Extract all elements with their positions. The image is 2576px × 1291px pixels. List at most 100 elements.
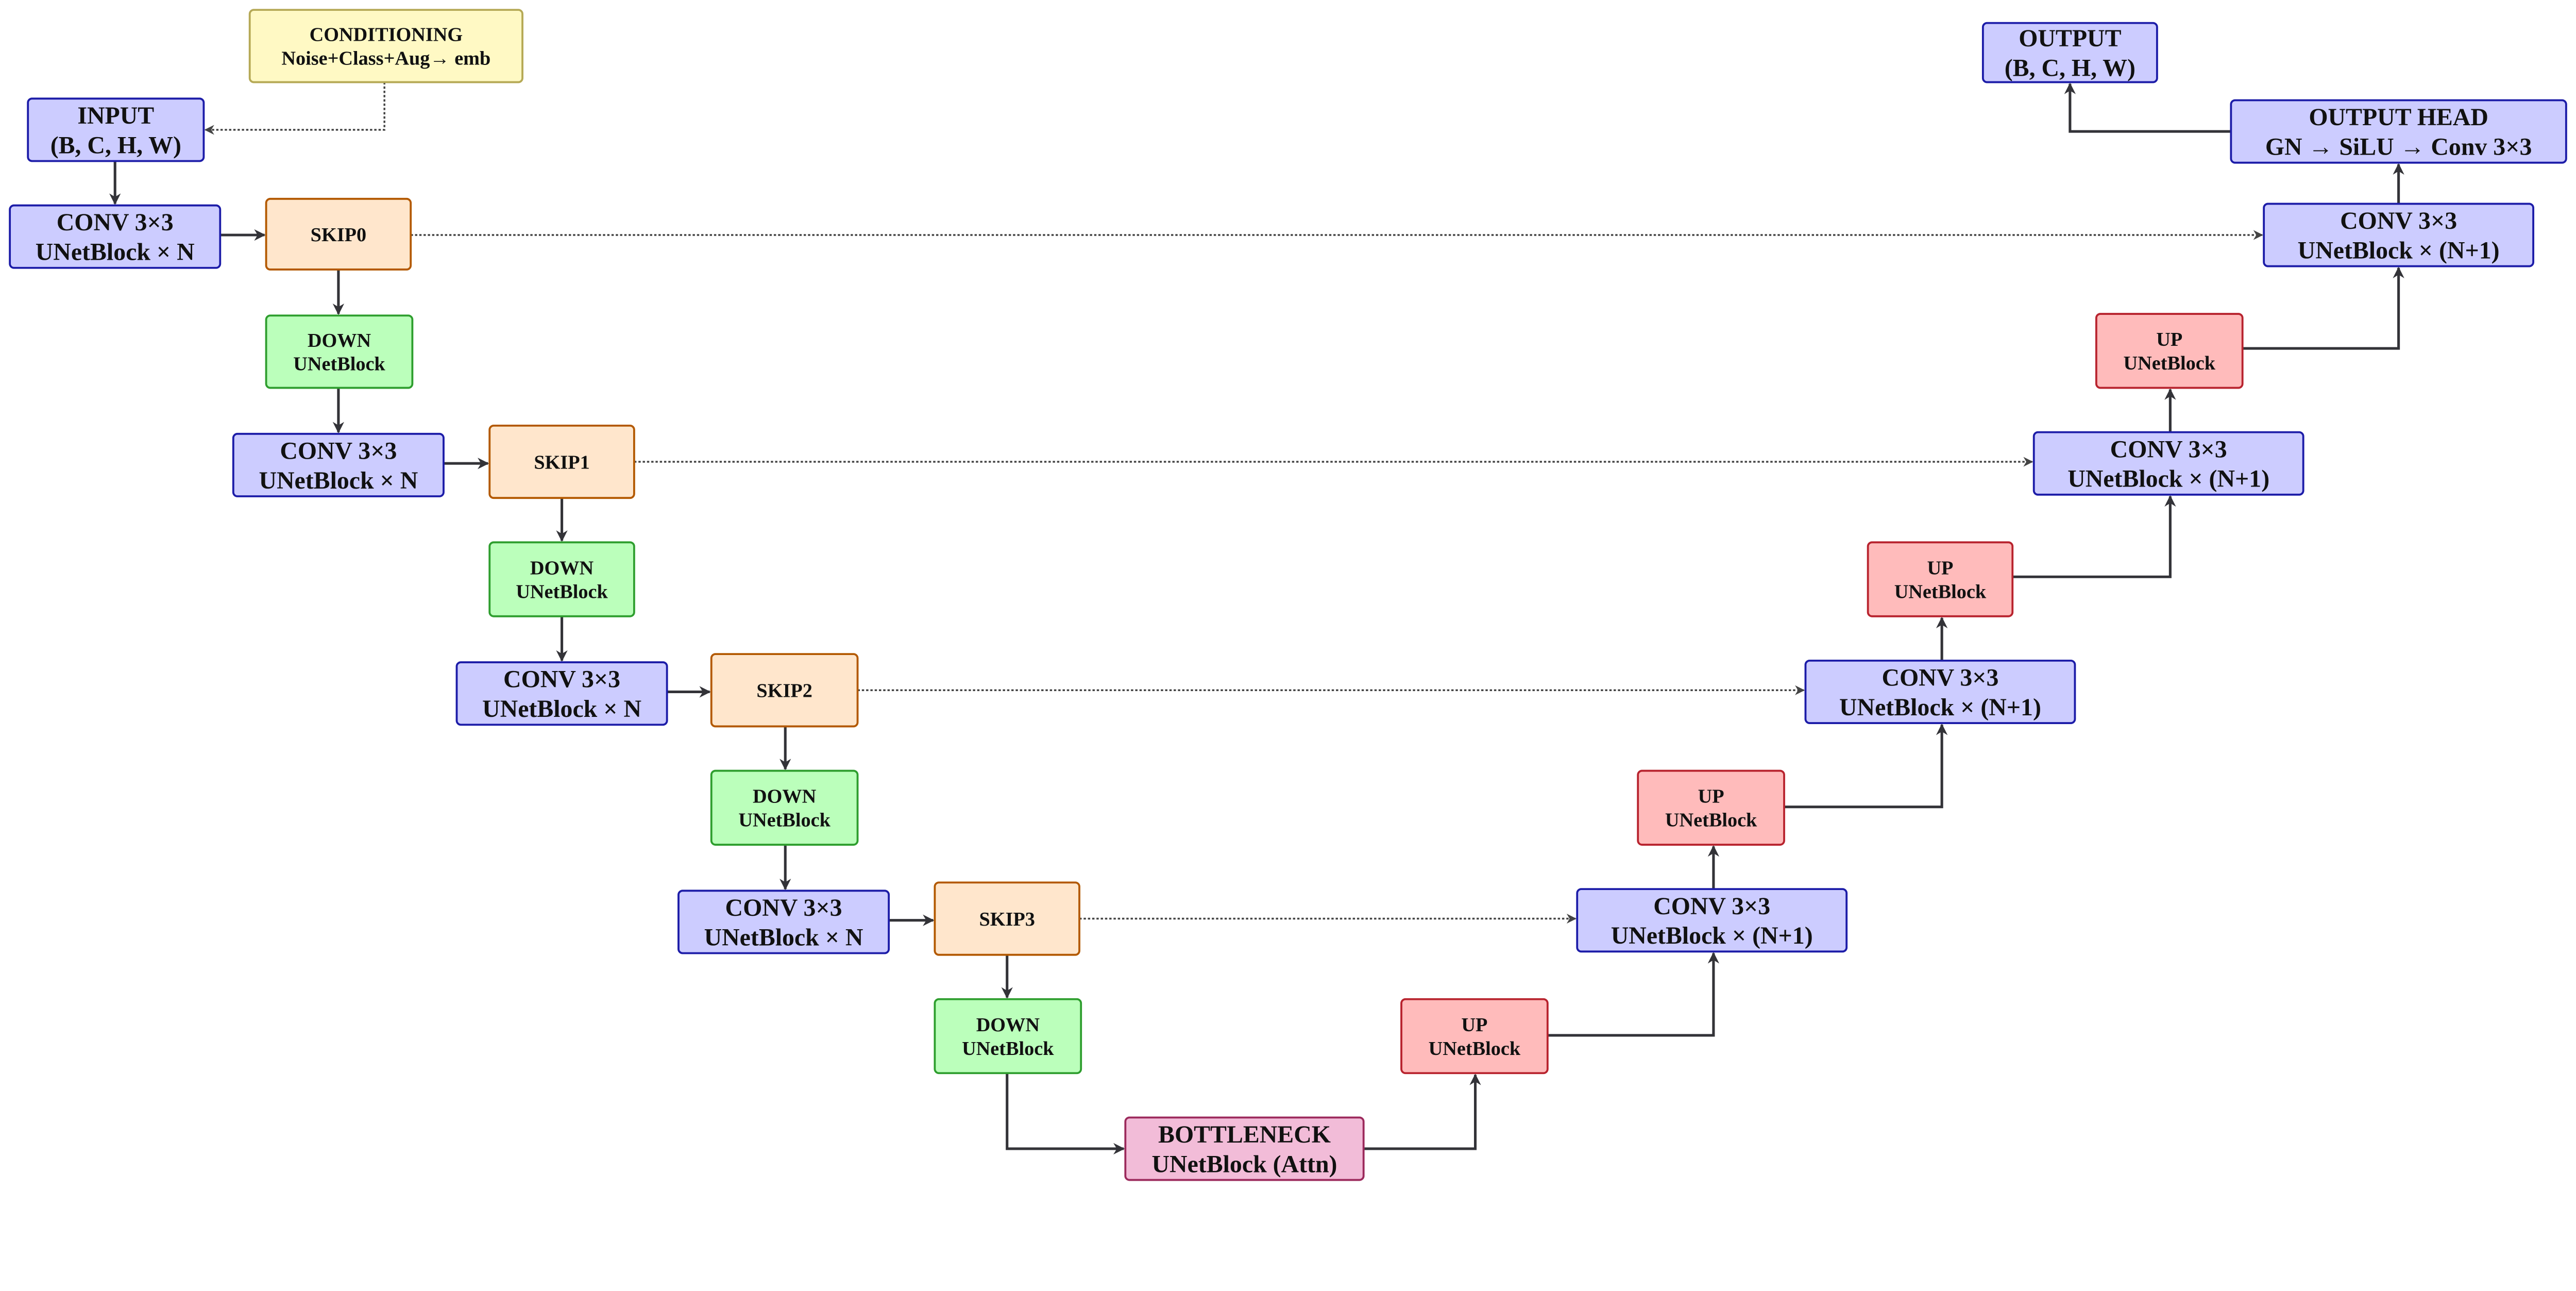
edges xyxy=(109,82,2404,1155)
node-subtitle: UNetBlock xyxy=(738,810,831,831)
node-box xyxy=(232,432,445,497)
node-box xyxy=(265,314,414,389)
edge-down3-to-bottleneck xyxy=(1006,1073,1125,1155)
node-title: DOWN xyxy=(530,557,594,579)
node-skip1: SKIP1 xyxy=(488,424,635,499)
node-subtitle: UNetBlock xyxy=(293,354,385,375)
node-down0: DOWN UNetBlock xyxy=(265,314,414,389)
node-title: SKIP3 xyxy=(979,909,1035,930)
node-subtitle: UNetBlock × N xyxy=(482,695,641,723)
node-skip0: SKIP0 xyxy=(265,197,412,271)
node-skip2: SKIP2 xyxy=(710,653,859,728)
edge-bottleneck-to-up3 xyxy=(1363,1074,1481,1150)
node-box xyxy=(27,97,205,162)
node-title: CONV 3×3 xyxy=(1882,664,1998,692)
node-box xyxy=(2230,99,2567,164)
node-subtitle: UNetBlock × N xyxy=(259,467,418,494)
node-subtitle: UNetBlock (Attn) xyxy=(1152,1150,1337,1178)
edge-output-head-to-output xyxy=(2064,82,2231,133)
node-subtitle: UNetBlock × N xyxy=(36,239,195,266)
node-subtitle: UNetBlock xyxy=(516,581,608,602)
node-title: CONV 3×3 xyxy=(2340,207,2457,234)
node-box xyxy=(455,661,668,726)
edge-up0-to-dec0 xyxy=(2242,266,2404,350)
node-subtitle: UNetBlock × (N+1) xyxy=(2067,465,2269,493)
node-box xyxy=(265,197,412,271)
node-title: UP xyxy=(1927,557,1953,579)
node-subtitle: UNetBlock xyxy=(1894,581,1987,602)
node-subtitle: (B, C, H, W) xyxy=(2005,54,2136,81)
node-box xyxy=(710,769,859,846)
node-box xyxy=(1637,769,1785,846)
node-title: BOTTLENECK xyxy=(1158,1121,1331,1148)
node-box xyxy=(1400,998,1549,1075)
node-box xyxy=(488,541,635,617)
node-title: CONV 3×3 xyxy=(280,437,397,464)
node-subtitle: UNetBlock × (N+1) xyxy=(1611,922,1813,949)
node-box xyxy=(1124,1116,1365,1181)
node-title: OUTPUT HEAD xyxy=(2309,104,2488,131)
node-subtitle: (B, C, H, W) xyxy=(50,131,181,159)
node-box xyxy=(2032,431,2304,496)
node-box xyxy=(2263,203,2535,267)
node-enc1: CONV 3×3 UNetBlock × N xyxy=(232,432,445,497)
node-up0: UP UNetBlock xyxy=(2095,313,2244,389)
node-subtitle: UNetBlock xyxy=(962,1038,1054,1060)
node-subtitle: UNetBlock × (N+1) xyxy=(2298,237,2500,264)
node-input: INPUT(B, C, H, W) xyxy=(27,97,205,162)
node-title: CONV 3×3 xyxy=(503,666,620,693)
node-title: CONV 3×3 xyxy=(1653,893,1770,920)
node-title: UP xyxy=(1698,786,1724,808)
node-box xyxy=(934,998,1082,1075)
node-enc0: CONV 3×3 UNetBlock × N xyxy=(9,204,222,269)
edge-conditioning-to-input xyxy=(204,82,385,135)
node-title: DOWN xyxy=(753,786,817,808)
node-box xyxy=(9,204,222,269)
node-box xyxy=(2095,313,2244,389)
node-box xyxy=(1804,659,2076,724)
node-title: UP xyxy=(1461,1014,1487,1036)
edge-up3-to-dec3 xyxy=(1547,952,1720,1037)
node-title: INPUT xyxy=(77,102,154,129)
node-box xyxy=(934,881,1080,956)
node-box xyxy=(248,9,523,83)
node-title: DOWN xyxy=(308,330,371,351)
edge-up1-to-dec1 xyxy=(2012,495,2176,578)
node-title: DOWN xyxy=(976,1014,1040,1036)
node-box xyxy=(1576,888,1848,953)
node-box xyxy=(1867,541,2014,617)
edge-up2-to-dec2 xyxy=(1784,724,1948,809)
node-subtitle: UNetBlock xyxy=(1429,1038,1521,1060)
node-subtitle: UNetBlock xyxy=(2124,353,2216,374)
node-title: CONV 3×3 xyxy=(57,209,174,236)
node-subtitle: UNetBlock xyxy=(1665,810,1757,831)
node-box xyxy=(677,890,890,954)
node-title: CONV 3×3 xyxy=(2110,435,2227,463)
node-subtitle: UNetBlock × N xyxy=(704,924,863,951)
node-enc3: CONV 3×3 UNetBlock × N xyxy=(677,890,890,954)
node-output: OUTPUT(B, C, H, W) xyxy=(1981,22,2158,83)
node-skip3: SKIP3 xyxy=(934,881,1080,956)
node-title: CONDITIONING xyxy=(310,24,463,46)
node-title: SKIP0 xyxy=(311,224,366,246)
node-title: UP xyxy=(2156,329,2182,350)
node-box xyxy=(1981,22,2158,83)
node-title: CONV 3×3 xyxy=(725,894,842,921)
node-title: OUTPUT xyxy=(2019,25,2121,52)
node-box xyxy=(488,424,635,499)
